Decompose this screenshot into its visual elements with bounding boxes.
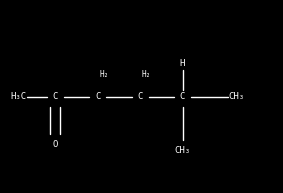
Text: H₂: H₂	[142, 70, 151, 79]
Text: H: H	[180, 59, 185, 68]
Text: H₂: H₂	[99, 70, 108, 79]
Text: C: C	[95, 92, 100, 101]
Text: C: C	[138, 92, 143, 101]
Text: C: C	[53, 92, 58, 101]
Text: H₃C: H₃C	[10, 92, 26, 101]
Text: CH₃: CH₃	[175, 146, 190, 155]
Text: O: O	[53, 140, 58, 149]
Text: C: C	[180, 92, 185, 101]
Text: CH₃: CH₃	[228, 92, 244, 101]
